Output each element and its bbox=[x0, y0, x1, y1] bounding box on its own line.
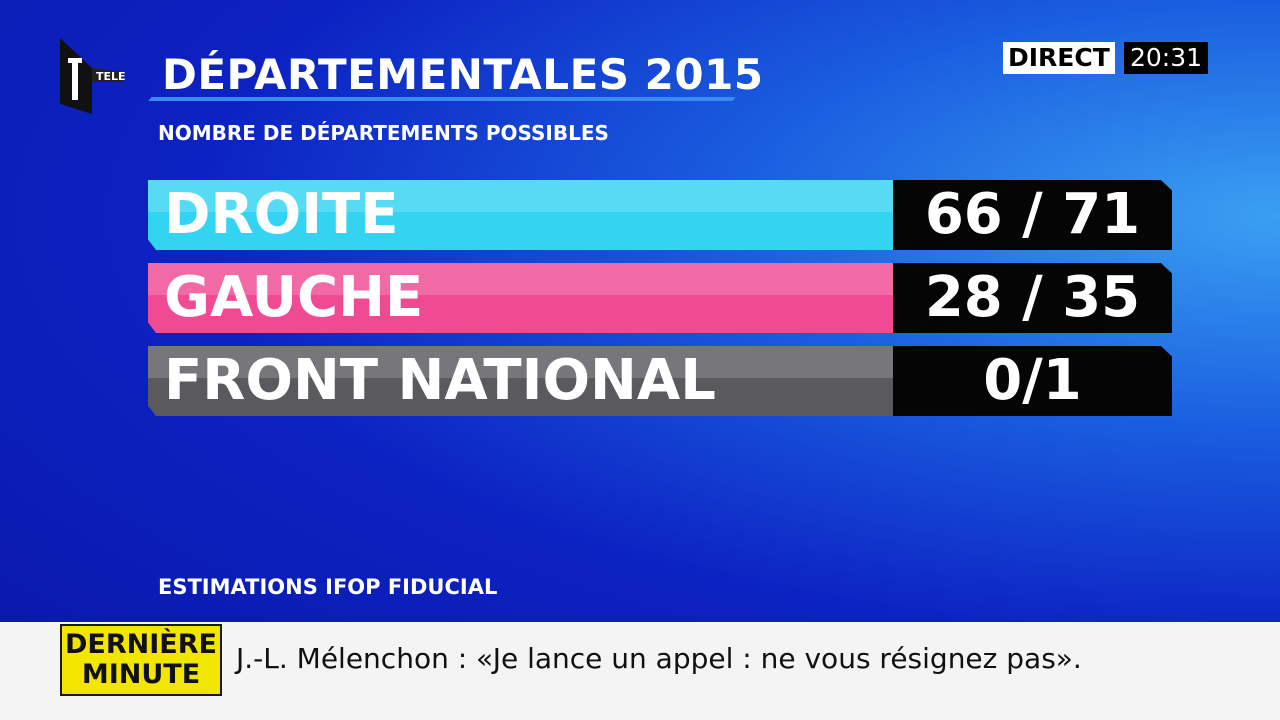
badge-line: MINUTE bbox=[81, 659, 201, 690]
logo bbox=[60, 38, 124, 114]
party-name: GAUCHE bbox=[164, 265, 424, 330]
result-row: DROITE 66 / 71 bbox=[148, 180, 1172, 250]
title: DÉPARTEMENTALES 2015 bbox=[162, 50, 764, 99]
subtitle: NOMBRE DE DÉPARTEMENTS POSSIBLES bbox=[158, 121, 609, 145]
party-result: 28 / 35 bbox=[893, 263, 1172, 333]
party-bar bbox=[148, 263, 893, 333]
party-result: 0/1 bbox=[893, 346, 1172, 416]
live-label: DIRECT bbox=[1003, 42, 1115, 74]
result-row: FRONT NATIONAL 0/1 bbox=[148, 346, 1172, 416]
party-name: FRONT NATIONAL bbox=[164, 348, 716, 413]
ticker-badge: DERNIÈRE MINUTE bbox=[60, 624, 222, 696]
title-rule bbox=[148, 97, 736, 101]
ticker-text: J.-L. Mélenchon : «Je lance un appel : n… bbox=[236, 642, 1082, 675]
live-time: 20:31 bbox=[1124, 42, 1209, 74]
badge-line: DERNIÈRE bbox=[65, 629, 217, 660]
party-bar bbox=[148, 180, 893, 250]
party-result: 66 / 71 bbox=[893, 180, 1172, 250]
party-bar bbox=[148, 346, 893, 416]
logo-text: TELE bbox=[96, 70, 126, 83]
source: ESTIMATIONS IFOP FIDUCIAL bbox=[158, 575, 498, 599]
party-name: DROITE bbox=[164, 182, 399, 247]
result-row: GAUCHE 28 / 35 bbox=[148, 263, 1172, 333]
